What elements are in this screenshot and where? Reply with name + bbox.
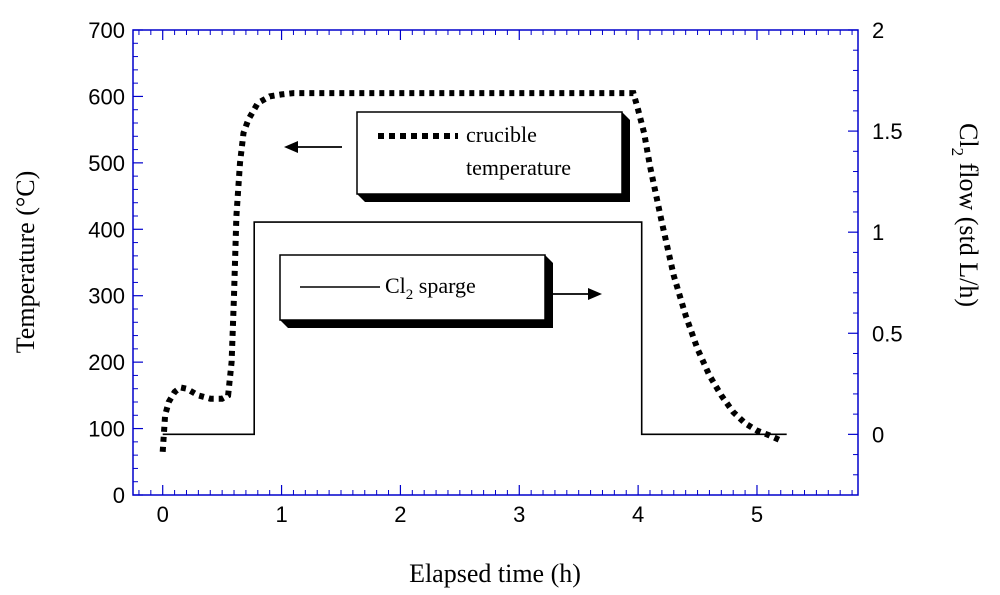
y-axis-title: Temperature (°C) [11,171,40,354]
legend-cl2-label-subscript: 2 [406,287,414,303]
x-tick-label: 0 [157,502,169,527]
y-tick-label: 200 [88,350,125,375]
y2-axis-title: Cl2 flow (std L/h) [948,123,983,307]
series-cl2 [162,221,787,436]
legend-temperature-arrow [284,141,342,153]
x-tick-label: 4 [632,502,644,527]
y2-axis-title-prefix: Cl [954,123,983,148]
y-tick-label: 500 [88,151,125,176]
legend-temperature-box [356,111,623,195]
legend-temperature-line1: crucible [466,122,537,147]
series-temperature [159,90,782,452]
y2-tick-label: 2 [872,18,884,43]
x-tick-label: 2 [394,502,406,527]
y2-axis-title-suffix: flow (std L/h) [954,156,983,307]
legend-temperature-line2: temperature [466,155,571,180]
y-tick-label: 700 [88,18,125,43]
y2-tick-label: 1 [872,220,884,245]
x-tick-label: 5 [751,502,763,527]
series-layer [159,90,787,452]
x-axis-title: Elapsed time (h) [409,559,581,588]
y2-tick-label: 0.5 [872,321,903,346]
legend-cl2: Cl2 sparge [279,254,553,328]
y-tick-label: 300 [88,284,125,309]
y-tick-label: 400 [88,217,125,242]
legend-cl2-arrow-head [588,288,602,300]
y-tick-label: 100 [88,417,125,442]
legend-cl2-label: Cl2 sparge [385,273,476,303]
legend-cl2-arrow [552,288,602,300]
y-tick-label: 0 [113,483,125,508]
y2-tick-label: 0 [872,422,884,447]
x-tick-label: 3 [513,502,525,527]
legend-cl2-label-prefix: Cl [385,273,406,298]
x-tick-label: 1 [275,502,287,527]
axis-ticks [133,29,858,496]
legend-temperature: crucible temperature [356,111,630,202]
legend-temperature-arrow-head [284,141,298,153]
tick-labels: 0 1 2 3 4 5 0 100 200 300 400 500 600 700 0 0.5 1 1.5 2 [88,18,902,527]
legend-cl2-label-suffix: sparge [413,273,476,298]
y-tick-label: 600 [88,84,125,109]
y2-tick-label: 1.5 [872,119,903,144]
y2-axis-title-subscript: 2 [948,148,967,157]
